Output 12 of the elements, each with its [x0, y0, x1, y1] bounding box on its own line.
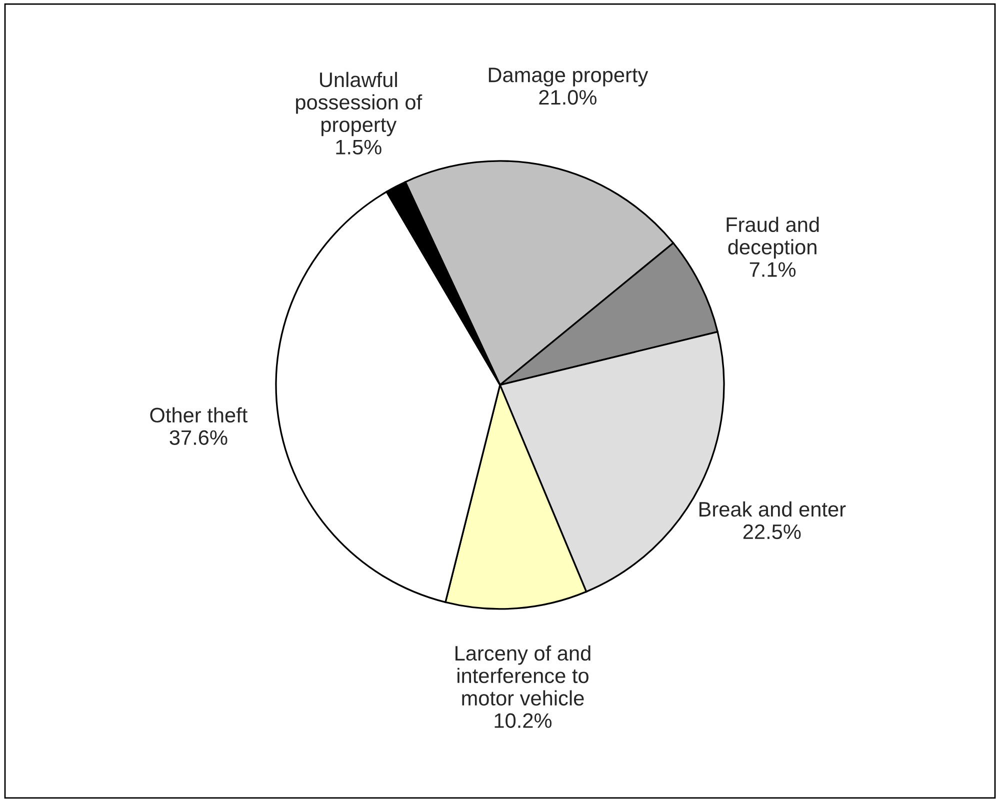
- slice-label: Other theft: [150, 407, 248, 423]
- data-label: 37.6%: [170, 430, 228, 445]
- data-label: 1.5%: [336, 140, 382, 154]
- slice-label: Larceny of and interference to motor vehicle: [456, 645, 590, 706]
- slice-label: Fraud and deception: [726, 216, 819, 259]
- slice-label: Unlawful possession of property: [296, 72, 422, 136]
- slice-label: Damage property: [488, 68, 648, 86]
- data-label: 22.5%: [743, 524, 801, 540]
- slice-label: Break and enter: [700, 501, 846, 517]
- data-label: 7.1%: [750, 262, 796, 277]
- data-label: 10.2%: [494, 713, 552, 728]
- data-label: 21.0%: [539, 90, 596, 105]
